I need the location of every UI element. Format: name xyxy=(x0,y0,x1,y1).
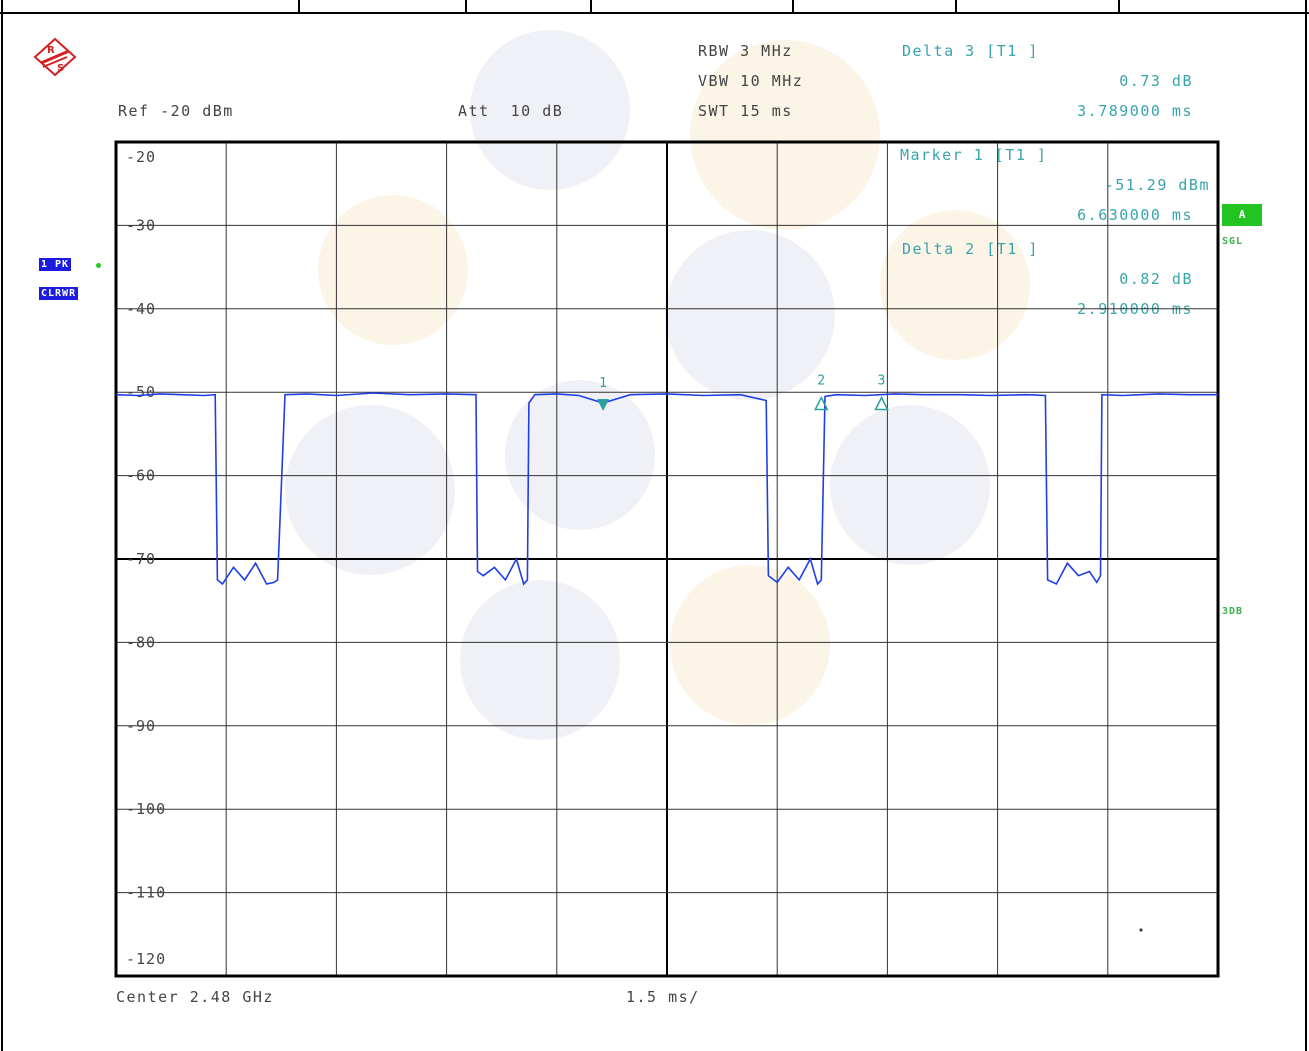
strip-divider xyxy=(955,0,957,14)
ref-level-label: Ref -20 dBm xyxy=(118,102,234,120)
y-tick-label: -70 xyxy=(126,550,156,568)
watermark-blob xyxy=(670,565,830,725)
svg-text:S: S xyxy=(57,63,64,74)
grid xyxy=(114,140,1220,978)
watermark-blob xyxy=(285,405,455,575)
watermark-blob xyxy=(880,210,1030,360)
marker-1-label: 1 xyxy=(599,376,607,391)
marker-3-label: 3 xyxy=(878,374,886,389)
watermark-blob xyxy=(505,380,655,530)
strip-divider xyxy=(590,0,592,14)
marker-2-label: 2 xyxy=(817,374,825,389)
rbw-label: RBW 3 MHz xyxy=(698,42,793,60)
markers: 1 2 3 xyxy=(597,374,889,411)
attenuation-label: Att 10 dB xyxy=(458,102,564,120)
trace xyxy=(115,392,1218,586)
delta2-level: 0.82 dB xyxy=(1119,270,1193,288)
y-tick-label: -30 xyxy=(126,216,156,234)
y-tick-label: -40 xyxy=(126,300,156,318)
trace-mode-badge: 1 PK xyxy=(39,258,72,271)
y-tick-label: -120 xyxy=(126,950,166,968)
top-table-strip xyxy=(0,0,1309,14)
y-tick-label: -100 xyxy=(126,800,166,818)
center-frequency-label: Center 2.48 GHz xyxy=(116,988,274,1006)
watermark-blob xyxy=(665,230,835,400)
marker-2-triangle xyxy=(814,395,829,411)
delta2-title: Delta 2 [T1 ] xyxy=(902,240,1039,258)
strip-divider xyxy=(298,0,300,14)
marker1-level: -51.29 dBm xyxy=(1104,176,1210,194)
trigger-a-badge: A xyxy=(1222,204,1262,226)
time-per-division-label: 1.5 ms/ xyxy=(626,988,700,1006)
y-tick-label: -60 xyxy=(126,467,156,485)
delta3-time: 3.789000 ms xyxy=(1077,102,1193,120)
y-tick-labels: -20 -30 -40 -50 -60 -70 -80 -90 -100 -110 -120 xyxy=(126,148,166,968)
sweep-sgl-label: SGL xyxy=(1222,236,1244,247)
y-tick-label: -110 xyxy=(126,884,166,902)
trace-line xyxy=(115,392,1218,586)
marker-3-triangle xyxy=(874,395,889,411)
watermark-blob xyxy=(830,405,990,565)
y-tick-label: -20 xyxy=(126,148,156,166)
svg-text:R: R xyxy=(47,45,55,56)
watermark-blob xyxy=(318,195,468,345)
marker1-time: 6.630000 ms xyxy=(1077,206,1193,224)
trace-clear-badge: CLRWR xyxy=(39,287,79,300)
swt-label: SWT 15 ms xyxy=(698,102,793,120)
strip-divider xyxy=(465,0,467,14)
trace-indicator-dot xyxy=(96,263,101,268)
strip-divider xyxy=(792,0,794,14)
y-tick-label: -50 xyxy=(126,383,156,401)
y-tick-label: -90 xyxy=(126,717,156,735)
watermark-blob xyxy=(470,30,630,190)
marker1-title: Marker 1 [T1 ] xyxy=(900,146,1048,164)
strip-divider xyxy=(1118,0,1120,14)
delta3-title: Delta 3 [T1 ] xyxy=(902,42,1039,60)
y-tick-label: -80 xyxy=(126,633,156,651)
threshold-label: 3DB xyxy=(1222,606,1244,617)
watermark-blob xyxy=(460,580,620,740)
watermark-blob xyxy=(690,40,880,230)
rohde-schwarz-logo-icon: R S xyxy=(33,37,77,77)
vbw-label: VBW 10 MHz xyxy=(698,72,804,90)
marker-1-triangle xyxy=(597,398,610,411)
plot-frame xyxy=(114,140,1220,978)
stray-dot xyxy=(1139,928,1143,932)
delta3-level: 0.73 dB xyxy=(1119,72,1193,90)
